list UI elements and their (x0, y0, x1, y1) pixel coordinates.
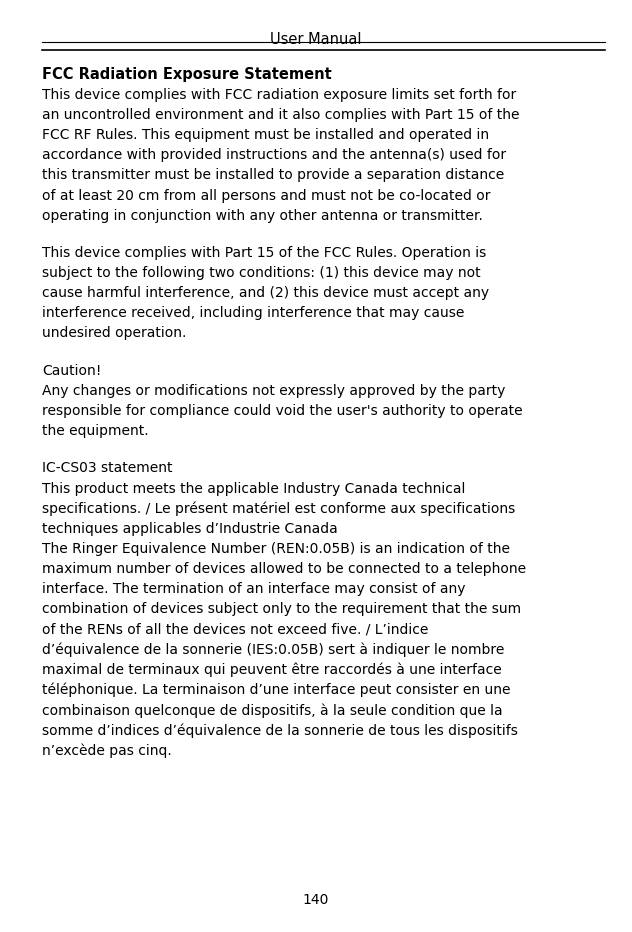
Text: combinaison quelconque de dispositifs, à la seule condition que la: combinaison quelconque de dispositifs, à… (42, 703, 502, 718)
Text: 140: 140 (303, 893, 329, 907)
Text: undesired operation.: undesired operation. (42, 326, 186, 340)
Text: subject to the following two conditions: (1) this device may not: subject to the following two conditions:… (42, 266, 480, 280)
Text: combination of devices subject only to the requirement that the sum: combination of devices subject only to t… (42, 602, 521, 616)
Text: This product meets the applicable Industry Canada technical: This product meets the applicable Indust… (42, 482, 465, 496)
Text: cause harmful interference, and (2) this device must accept any: cause harmful interference, and (2) this… (42, 286, 489, 300)
Text: téléphonique. La terminaison d’une interface peut consister en une: téléphonique. La terminaison d’une inter… (42, 683, 511, 697)
Text: FCC RF Rules. This equipment must be installed and operated in: FCC RF Rules. This equipment must be ins… (42, 128, 489, 142)
Text: techniques applicables d’Industrie Canada: techniques applicables d’Industrie Canad… (42, 522, 337, 536)
Text: of at least 20 cm from all persons and must not be co-located or: of at least 20 cm from all persons and m… (42, 188, 490, 202)
Text: d’équivalence de la sonnerie (IES:0.05B) sert à indiquer le nombre: d’équivalence de la sonnerie (IES:0.05B)… (42, 643, 504, 657)
Text: FCC Radiation Exposure Statement: FCC Radiation Exposure Statement (42, 67, 332, 82)
Text: the equipment.: the equipment. (42, 424, 149, 438)
Text: interference received, including interference that may cause: interference received, including interfe… (42, 307, 465, 321)
Text: operating in conjunction with any other antenna or transmitter.: operating in conjunction with any other … (42, 209, 483, 223)
Text: maximum number of devices allowed to be connected to a telephone: maximum number of devices allowed to be … (42, 562, 526, 576)
Text: specifications. / Le présent matériel est conforme aux specifications: specifications. / Le présent matériel es… (42, 501, 515, 516)
Text: Caution!: Caution! (42, 363, 101, 377)
Text: somme d’indices d’équivalence de la sonnerie de tous les dispositifs: somme d’indices d’équivalence de la sonn… (42, 723, 518, 738)
Text: This device complies with Part 15 of the FCC Rules. Operation is: This device complies with Part 15 of the… (42, 246, 486, 260)
Text: this transmitter must be installed to provide a separation distance: this transmitter must be installed to pr… (42, 169, 504, 183)
Text: an uncontrolled environment and it also complies with Part 15 of the: an uncontrolled environment and it also … (42, 108, 520, 122)
Text: Any changes or modifications not expressly approved by the party: Any changes or modifications not express… (42, 384, 506, 398)
Text: of the RENs of all the devices not exceed five. / L’indice: of the RENs of all the devices not excee… (42, 623, 428, 637)
Text: interface. The termination of an interface may consist of any: interface. The termination of an interfa… (42, 582, 466, 596)
Text: The Ringer Equivalence Number (REN:0.05B) is an indication of the: The Ringer Equivalence Number (REN:0.05B… (42, 542, 510, 556)
Text: accordance with provided instructions and the antenna(s) used for: accordance with provided instructions an… (42, 148, 506, 162)
Text: User Manual: User Manual (270, 32, 362, 47)
Text: n’excède pas cinq.: n’excède pas cinq. (42, 744, 172, 758)
Text: responsible for compliance could void the user's authority to operate: responsible for compliance could void th… (42, 404, 523, 418)
Text: IC-CS03 statement: IC-CS03 statement (42, 461, 173, 475)
Text: maximal de terminaux qui peuvent être raccordés à une interface: maximal de terminaux qui peuvent être ra… (42, 663, 502, 678)
Text: This device complies with FCC radiation exposure limits set forth for: This device complies with FCC radiation … (42, 88, 516, 102)
